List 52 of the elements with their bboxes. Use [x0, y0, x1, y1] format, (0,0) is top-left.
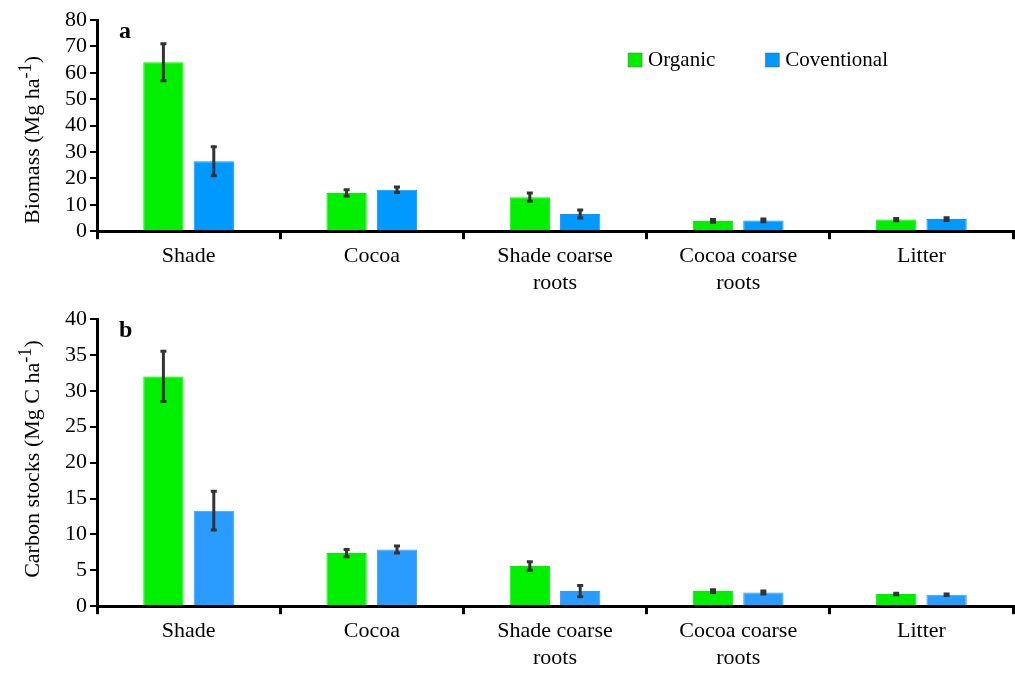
bar: [376, 549, 418, 606]
legend-label: Coventional: [785, 46, 889, 71]
bar: [326, 553, 367, 606]
y-tick-label: 25: [65, 412, 87, 438]
bar: [560, 591, 601, 606]
y-tick-label: 35: [65, 340, 87, 366]
y-tick-label: 0: [76, 591, 87, 617]
bar: [193, 161, 234, 231]
legend-label: Organic: [648, 46, 716, 71]
y-tick-label: 70: [65, 32, 87, 58]
bar: [560, 214, 601, 231]
chart-title: a: [119, 17, 131, 44]
y-tick-label: 10: [65, 520, 87, 546]
x-tick-label: Shade: [161, 242, 216, 268]
bar: [326, 192, 367, 231]
x-tick-label: Cocoa: [343, 617, 401, 643]
y-tick-label: 40: [65, 111, 87, 137]
x-tick-label: Cocoa coarse roots: [679, 242, 798, 294]
bar: [509, 197, 550, 231]
y-tick-label: 10: [65, 190, 87, 216]
bar: [143, 62, 184, 231]
bar: [926, 594, 967, 606]
bar: [193, 510, 234, 606]
y-tick-label: 0: [76, 216, 87, 242]
x-tick-label: Shade: [161, 617, 216, 643]
bar: [743, 220, 784, 231]
x-tick-label: Cocoa coarse roots: [679, 617, 798, 669]
y-tick-label: 30: [65, 376, 87, 402]
y-tick-label: 20: [65, 164, 87, 190]
x-tick-label: Litter: [896, 617, 947, 643]
bar: [926, 219, 967, 231]
bar: [876, 593, 917, 606]
x-tick-label: Shade coarse roots: [497, 242, 613, 294]
y-tick-label: 80: [65, 5, 87, 31]
bar: [743, 592, 784, 606]
y-tick-label: 15: [65, 484, 87, 510]
x-tick-label: Shade coarse roots: [497, 617, 613, 669]
bar: [376, 189, 418, 231]
bar: [143, 376, 184, 606]
bar: [509, 565, 550, 606]
y-tick-label: 60: [65, 58, 87, 84]
x-tick-label: Litter: [896, 242, 947, 268]
chart-title: b: [119, 316, 133, 343]
bar: [692, 591, 734, 606]
y-tick-label: 40: [65, 304, 87, 330]
y-tick-label: 5: [76, 556, 87, 582]
y-tick-label: 20: [65, 448, 87, 474]
bar: [692, 220, 734, 231]
x-tick-label: Cocoa: [343, 242, 401, 268]
y-tick-label: 30: [65, 137, 87, 163]
y-tick-label: 50: [65, 84, 87, 110]
bar: [876, 219, 917, 231]
